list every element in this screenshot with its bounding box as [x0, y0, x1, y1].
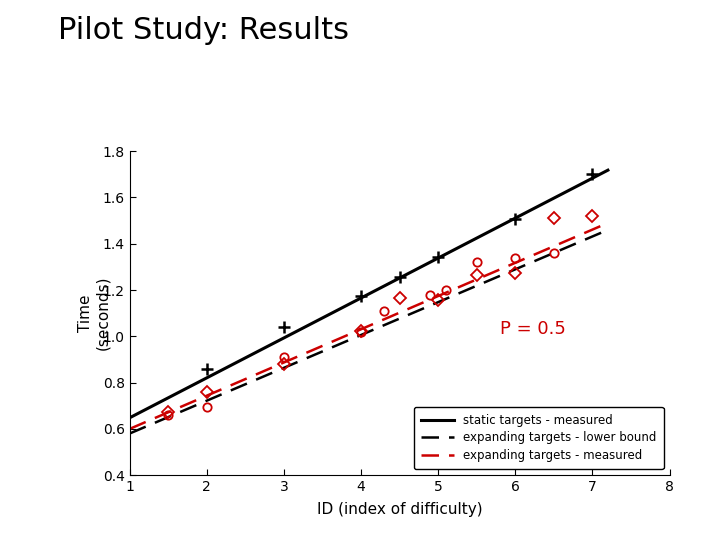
Text: P = 0.5: P = 0.5	[500, 320, 566, 338]
Y-axis label: Time
(seconds): Time (seconds)	[78, 276, 110, 350]
Legend: static targets - measured, expanding targets - lower bound, expanding targets - : static targets - measured, expanding tar…	[414, 407, 664, 469]
X-axis label: ID (index of difficulty): ID (index of difficulty)	[317, 502, 482, 517]
Text: Pilot Study: Results: Pilot Study: Results	[58, 16, 348, 45]
